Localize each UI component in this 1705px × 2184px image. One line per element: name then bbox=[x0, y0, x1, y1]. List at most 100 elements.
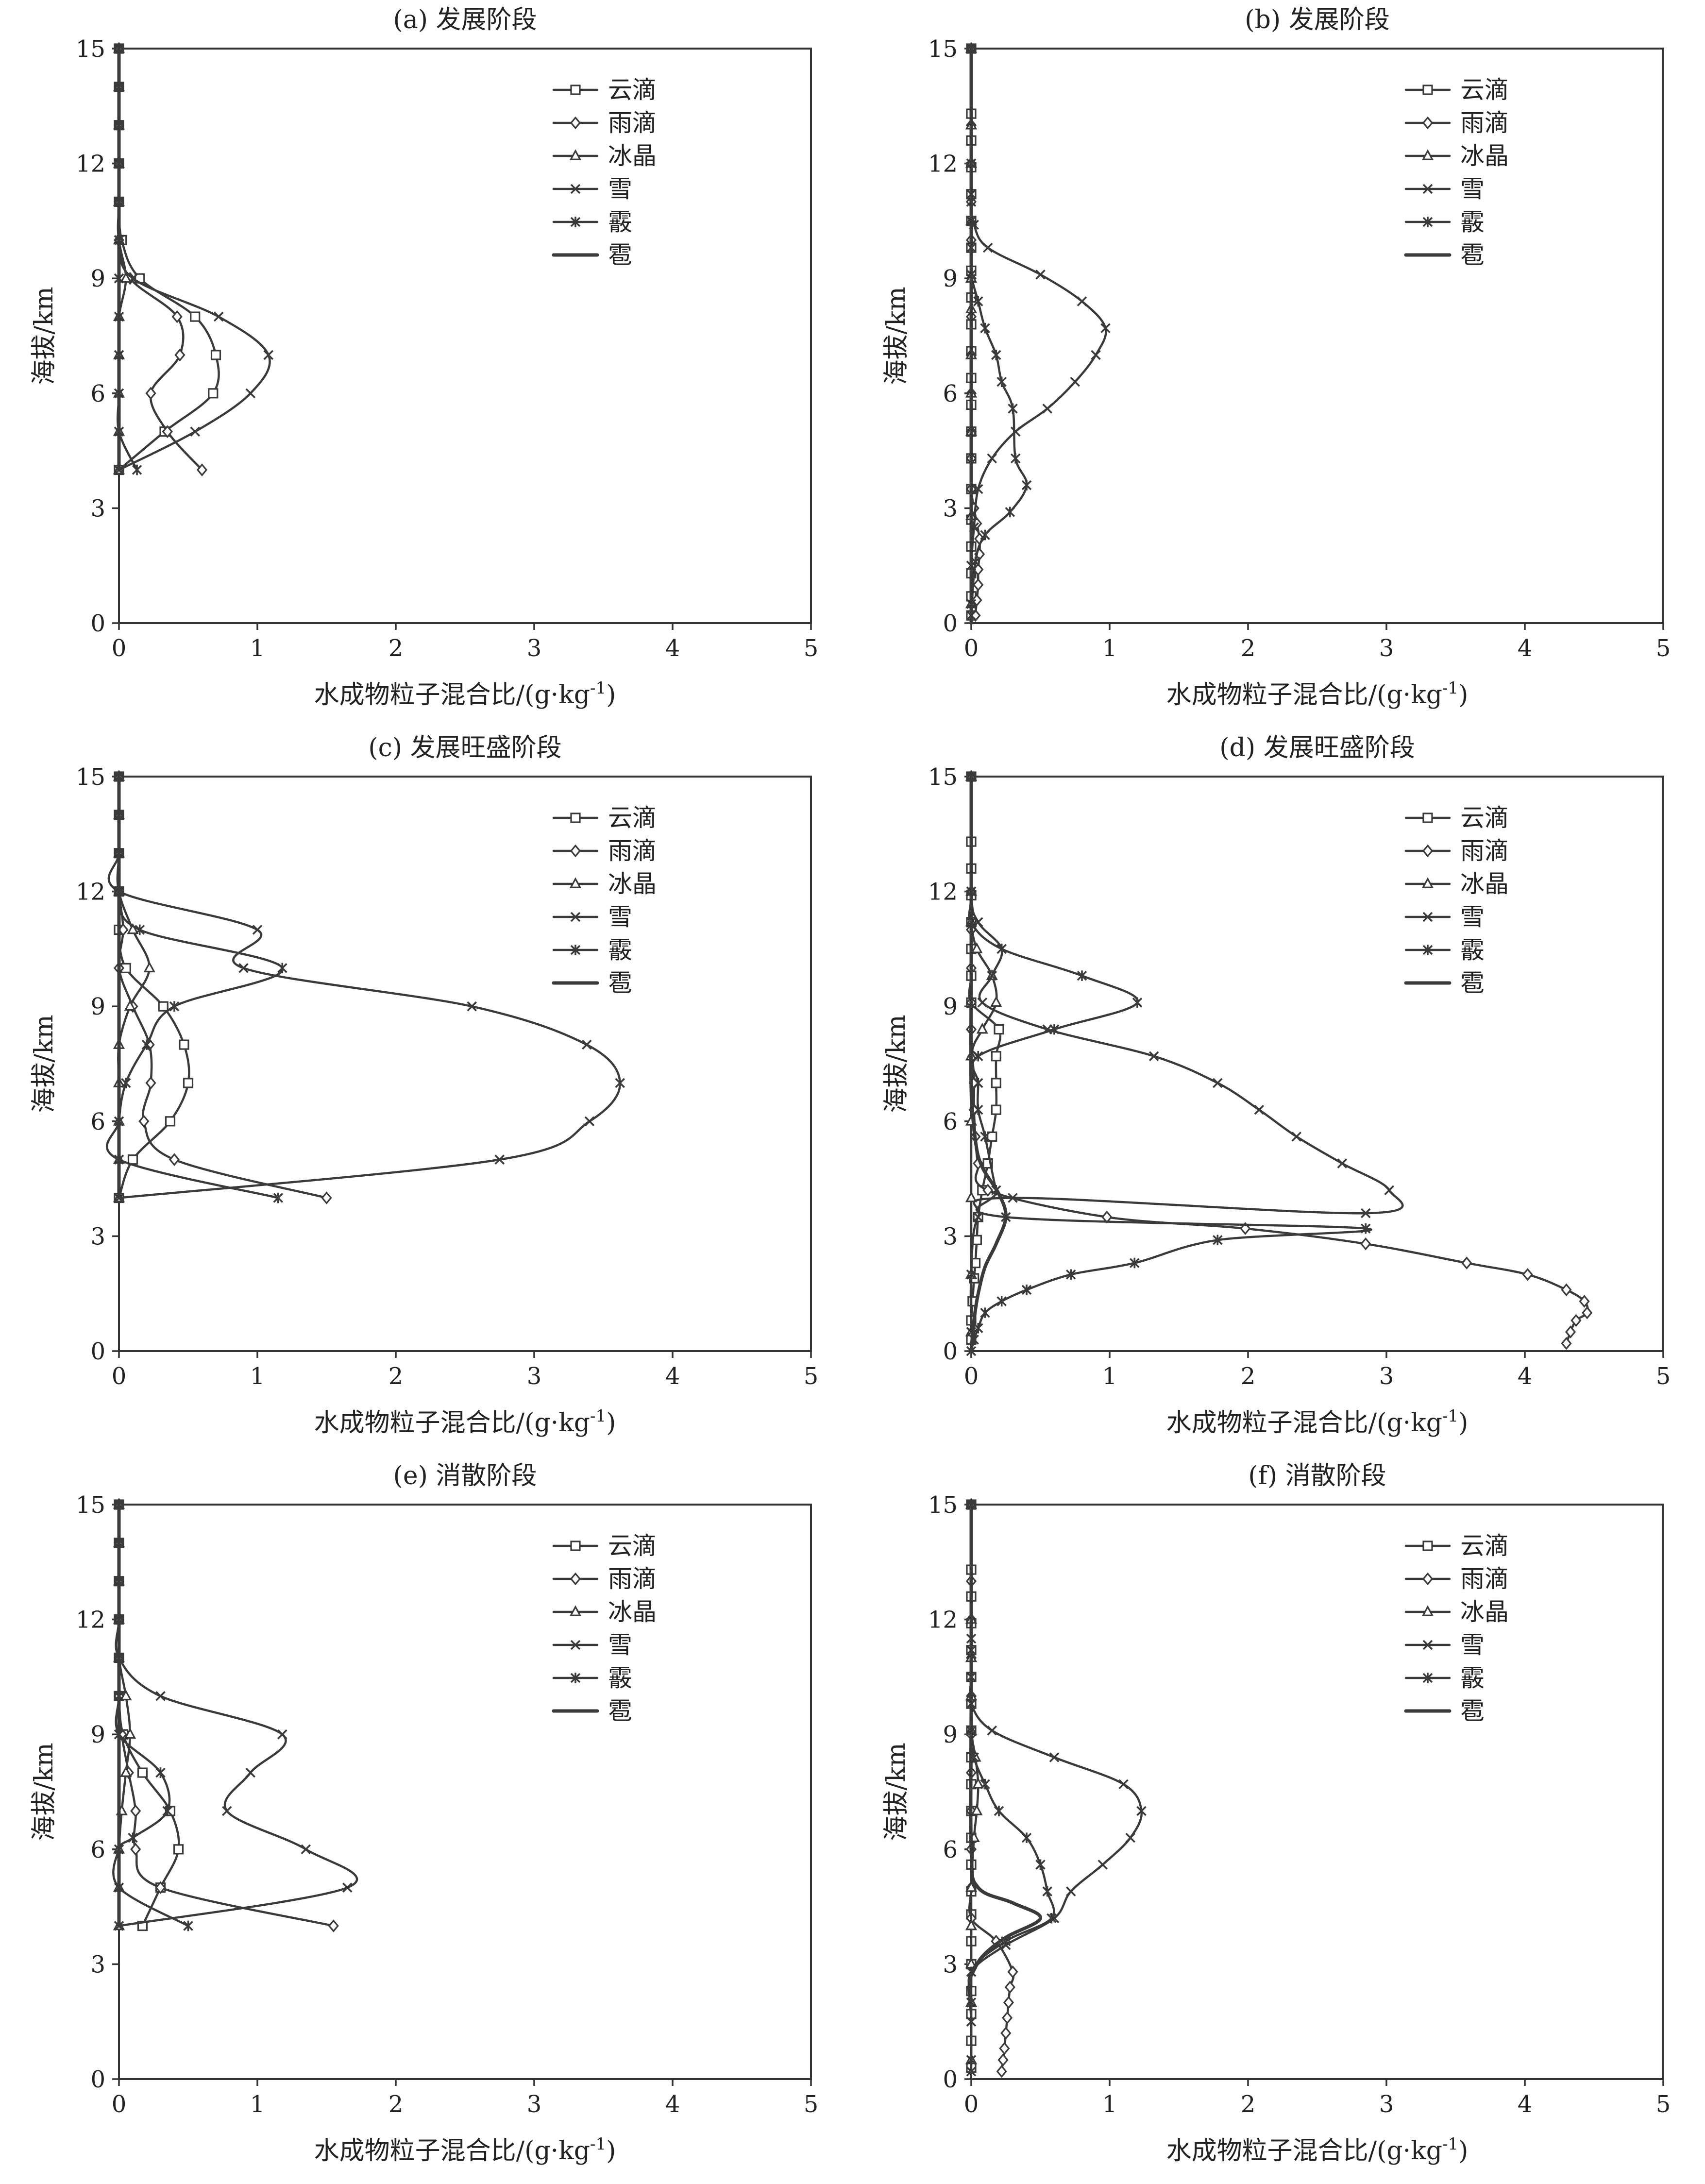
x-axis-label: 水成物粒子混合比/(g·kg-1) bbox=[314, 678, 616, 710]
series-4 bbox=[966, 43, 1032, 621]
data-point bbox=[208, 388, 219, 399]
legend-marker bbox=[1422, 217, 1433, 227]
legend-marker bbox=[570, 912, 581, 922]
data-point bbox=[1077, 970, 1087, 981]
data-point bbox=[183, 1078, 194, 1088]
series-line bbox=[118, 775, 328, 1199]
x-tick-label: 5 bbox=[804, 1363, 819, 1390]
data-point bbox=[584, 1116, 595, 1127]
data-point bbox=[991, 350, 1001, 360]
data-point bbox=[174, 348, 186, 362]
data-point bbox=[328, 1919, 339, 1932]
data-point bbox=[120, 1689, 132, 1701]
series-3 bbox=[966, 1499, 1147, 2065]
legend-marker bbox=[1422, 184, 1433, 194]
data-point bbox=[973, 296, 983, 307]
x-axis-label-main: 水成物粒子混合比/(g·kg bbox=[1166, 2136, 1442, 2166]
data-point bbox=[1254, 1104, 1265, 1115]
data-point bbox=[1042, 404, 1053, 414]
data-point bbox=[1004, 1981, 1015, 1994]
y-tick-label: 3 bbox=[943, 495, 958, 522]
y-tick-label: 6 bbox=[943, 1108, 958, 1135]
legend-marker bbox=[569, 877, 582, 888]
legend-label: 雪 bbox=[1460, 175, 1485, 203]
x-tick-label: 4 bbox=[665, 1363, 680, 1390]
legend-label: 云滴 bbox=[608, 76, 657, 104]
series-0 bbox=[114, 1499, 184, 1931]
data-point bbox=[1065, 1886, 1076, 1896]
legend-label: 霰 bbox=[1460, 936, 1485, 964]
data-point bbox=[196, 463, 208, 476]
data-point bbox=[980, 1131, 990, 1142]
data-point bbox=[1561, 1283, 1572, 1297]
legend-label: 冰晶 bbox=[608, 870, 657, 898]
data-point bbox=[1021, 1285, 1032, 1295]
data-point bbox=[1579, 1295, 1590, 1308]
legend-label: 雨滴 bbox=[608, 109, 657, 137]
x-tick-label: 3 bbox=[1379, 635, 1394, 662]
data-point bbox=[277, 1729, 287, 1740]
y-tick-label: 9 bbox=[90, 1721, 105, 1748]
legend-marker bbox=[1422, 912, 1433, 922]
plot-frame bbox=[970, 776, 1664, 1352]
legend-label: 云滴 bbox=[1460, 1532, 1509, 1560]
data-point bbox=[169, 1001, 180, 1012]
x-axis-label-main: 水成物粒子混合比/(g·kg bbox=[314, 1408, 590, 1438]
series-0 bbox=[114, 43, 221, 475]
x-axis-label-main: 水成物粒子混合比/(g·kg bbox=[1166, 680, 1442, 710]
x-axis-label-sup: -1 bbox=[1442, 2134, 1458, 2154]
data-point bbox=[1005, 507, 1015, 518]
y-tick-label: 6 bbox=[90, 1108, 105, 1135]
data-point bbox=[128, 273, 138, 284]
x-tick-label: 1 bbox=[250, 2091, 265, 2118]
legend-label: 冰晶 bbox=[608, 142, 657, 170]
data-point bbox=[966, 1269, 977, 1280]
data-point bbox=[213, 311, 224, 322]
data-point bbox=[1049, 1024, 1060, 1035]
y-tick-label: 12 bbox=[928, 151, 958, 178]
legend-marker bbox=[570, 85, 581, 95]
data-point bbox=[301, 1844, 311, 1855]
legend-marker bbox=[1422, 1572, 1434, 1586]
legend-marker bbox=[1422, 813, 1433, 823]
y-tick-label: 12 bbox=[76, 1607, 105, 1634]
legend-marker bbox=[1422, 844, 1434, 858]
data-point bbox=[155, 1691, 166, 1701]
data-point bbox=[990, 996, 1002, 1007]
x-axis-label-sup: -1 bbox=[1442, 678, 1458, 698]
legend-marker bbox=[570, 184, 581, 194]
data-point bbox=[190, 311, 201, 322]
legend-marker bbox=[1422, 1541, 1433, 1551]
y-tick-label: 3 bbox=[90, 1223, 105, 1250]
y-tick-label: 9 bbox=[943, 1721, 958, 1748]
data-point bbox=[1021, 480, 1032, 491]
x-tick-label: 0 bbox=[112, 635, 127, 662]
data-point bbox=[1561, 1337, 1572, 1350]
x-tick-label: 1 bbox=[250, 1363, 265, 1390]
data-point bbox=[973, 484, 983, 494]
data-point bbox=[135, 924, 145, 935]
x-tick-label: 2 bbox=[388, 2091, 404, 2118]
data-point bbox=[1091, 350, 1101, 360]
legend-marker bbox=[570, 1572, 581, 1586]
x-axis-label: 水成物粒子混合比/(g·kg-1) bbox=[1166, 2134, 1469, 2166]
data-point bbox=[1136, 1806, 1147, 1816]
series-line bbox=[968, 775, 1372, 1353]
data-point bbox=[1582, 1306, 1593, 1320]
series-4 bbox=[112, 1499, 193, 1931]
data-point bbox=[996, 2065, 1007, 2078]
data-point bbox=[1213, 1078, 1223, 1088]
x-tick-label: 0 bbox=[112, 2091, 127, 2118]
data-point bbox=[252, 925, 263, 935]
y-tick-label: 12 bbox=[928, 879, 958, 906]
y-tick-label: 0 bbox=[943, 1338, 958, 1365]
y-tick-label: 15 bbox=[928, 763, 958, 791]
legend-marker bbox=[1422, 85, 1433, 95]
legend-label: 云滴 bbox=[608, 804, 657, 832]
y-tick-label: 12 bbox=[928, 1607, 958, 1634]
x-tick-label: 5 bbox=[804, 635, 819, 662]
